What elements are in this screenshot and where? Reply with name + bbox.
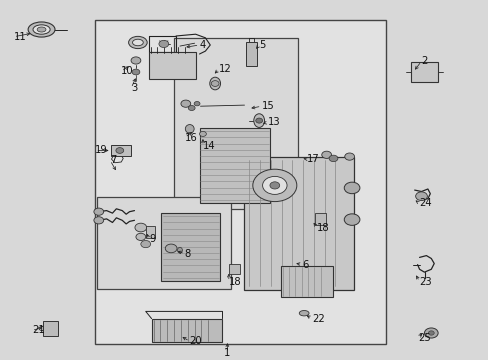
Text: 10: 10 — [121, 66, 134, 76]
Text: 25: 25 — [417, 333, 430, 343]
Circle shape — [181, 100, 190, 107]
Text: 17: 17 — [306, 154, 319, 164]
Text: 6: 6 — [302, 260, 308, 270]
Bar — [199, 128, 270, 203]
Ellipse shape — [128, 36, 147, 49]
Circle shape — [321, 151, 331, 158]
Ellipse shape — [185, 125, 194, 133]
Text: 15: 15 — [261, 101, 274, 111]
Circle shape — [136, 233, 145, 240]
Circle shape — [132, 69, 140, 75]
Text: 24: 24 — [419, 198, 431, 208]
Ellipse shape — [177, 247, 182, 253]
Bar — [281, 266, 332, 297]
Circle shape — [165, 244, 177, 253]
Ellipse shape — [28, 22, 55, 37]
Circle shape — [269, 182, 279, 189]
Bar — [149, 52, 195, 79]
Text: 4: 4 — [199, 40, 205, 50]
Bar — [95, 20, 386, 344]
Ellipse shape — [132, 39, 143, 46]
Bar — [243, 157, 353, 290]
Circle shape — [252, 169, 296, 202]
Text: 2: 2 — [421, 56, 427, 66]
Text: 20: 20 — [189, 336, 202, 346]
Circle shape — [211, 81, 219, 86]
Bar — [111, 145, 131, 156]
Ellipse shape — [37, 27, 46, 32]
Circle shape — [188, 105, 195, 111]
Text: 16: 16 — [184, 132, 197, 143]
Text: 19: 19 — [95, 145, 108, 156]
Circle shape — [135, 223, 146, 232]
Bar — [43, 321, 58, 336]
Bar — [145, 226, 154, 238]
Bar — [410, 62, 437, 82]
Text: 12: 12 — [219, 64, 231, 74]
Text: 3: 3 — [131, 83, 137, 93]
Circle shape — [344, 214, 359, 225]
Text: 8: 8 — [184, 249, 191, 259]
Text: 22: 22 — [311, 314, 324, 324]
Text: 14: 14 — [203, 141, 215, 151]
Bar — [161, 213, 220, 281]
Circle shape — [344, 182, 359, 194]
Bar — [245, 42, 256, 66]
Text: 11: 11 — [14, 32, 26, 42]
Text: 13: 13 — [267, 117, 280, 127]
Circle shape — [94, 217, 103, 224]
Circle shape — [141, 240, 150, 248]
Bar — [228, 264, 239, 274]
Circle shape — [328, 155, 337, 162]
Ellipse shape — [209, 77, 220, 90]
Text: 18: 18 — [228, 276, 241, 287]
Bar — [173, 38, 298, 209]
Circle shape — [344, 153, 354, 160]
Circle shape — [427, 331, 433, 335]
Text: 9: 9 — [149, 234, 155, 244]
Ellipse shape — [253, 114, 264, 127]
Text: 1: 1 — [224, 348, 230, 358]
Circle shape — [262, 176, 286, 194]
Text: 5: 5 — [259, 40, 265, 50]
Circle shape — [194, 102, 200, 106]
Bar — [315, 213, 325, 225]
Circle shape — [116, 148, 123, 153]
Circle shape — [424, 328, 437, 338]
Bar — [97, 197, 231, 289]
Circle shape — [131, 57, 141, 64]
Ellipse shape — [299, 310, 308, 316]
Circle shape — [199, 131, 206, 136]
Text: 23: 23 — [419, 276, 431, 287]
Text: 18: 18 — [316, 222, 329, 233]
Circle shape — [255, 118, 262, 123]
Ellipse shape — [33, 25, 50, 34]
Circle shape — [415, 192, 427, 201]
Circle shape — [159, 40, 168, 48]
Bar — [151, 319, 222, 342]
Text: 21: 21 — [32, 325, 44, 336]
Text: 7: 7 — [110, 155, 116, 165]
Circle shape — [94, 208, 103, 215]
